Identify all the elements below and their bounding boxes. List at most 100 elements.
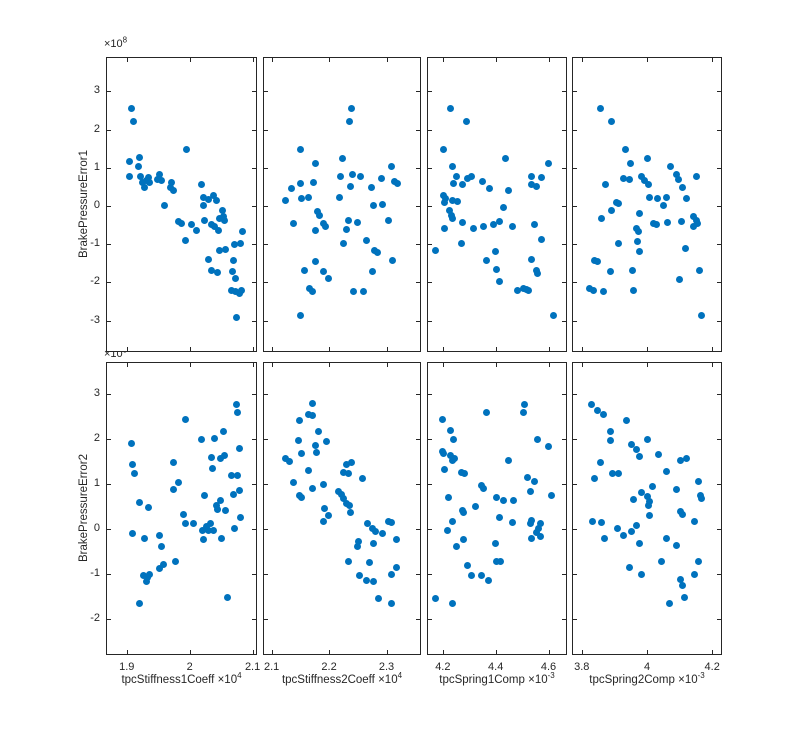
y-tick-mark — [416, 618, 420, 620]
x-tick-mark — [581, 363, 583, 367]
row1-exponent-label: ×108 — [104, 35, 128, 50]
scatter-point — [601, 535, 609, 543]
scatter-point — [344, 558, 352, 566]
scatter-point — [679, 582, 687, 590]
y-tick-mark — [562, 167, 566, 169]
x-tick-mark — [271, 650, 273, 654]
scatter-point — [501, 154, 509, 162]
y-tick-mark — [428, 244, 432, 246]
scatter-point — [636, 453, 644, 461]
scatter-point — [236, 240, 244, 248]
y-tick-label: -2 — [90, 275, 100, 288]
scatter-point — [528, 181, 536, 189]
x-tick-mark — [252, 363, 254, 367]
y-tick-mark — [264, 282, 268, 284]
scatter-point — [598, 214, 606, 222]
scatter-point — [431, 246, 439, 254]
scatter-point — [157, 543, 165, 551]
y-tick-mark — [428, 167, 432, 169]
scatter-point — [508, 519, 516, 527]
scatter-point — [228, 472, 236, 480]
subplot-r2c1 — [106, 362, 257, 655]
x-tick-mark — [252, 347, 254, 351]
x-tick-mark — [329, 650, 331, 654]
y-tick-mark — [107, 573, 111, 575]
x-tick-mark — [271, 58, 273, 62]
scatter-point — [199, 526, 207, 534]
x-tick-label: 4.2 — [435, 661, 451, 673]
scatter-point — [524, 286, 532, 294]
y-tick-mark — [428, 129, 432, 131]
y-tick-mark — [573, 167, 577, 169]
scatter-point — [646, 498, 654, 506]
scatter-point — [658, 557, 666, 565]
y-tick-mark — [717, 320, 721, 322]
y-tick-mark — [264, 483, 268, 485]
scatter-point — [179, 510, 187, 518]
scatter-point — [640, 176, 648, 184]
scatter-point — [627, 160, 635, 168]
subplot-r1c3 — [427, 57, 567, 352]
scatter-point — [460, 509, 468, 517]
y-tick-mark — [107, 528, 111, 530]
scatter-point — [136, 154, 144, 162]
scatter-point — [146, 179, 154, 187]
y-tick-mark — [428, 483, 432, 485]
scatter-point — [672, 542, 680, 550]
y-tick-mark — [107, 393, 111, 395]
scatter-point — [136, 498, 144, 506]
scatter-point — [677, 575, 685, 583]
scatter-point — [126, 173, 134, 181]
scatter-point — [495, 218, 503, 226]
scatter-point — [222, 245, 230, 253]
scatter-point — [207, 266, 215, 274]
scatter-point — [636, 248, 644, 256]
y-tick-mark — [562, 618, 566, 620]
scatter-point — [200, 536, 208, 544]
scatter-point — [320, 518, 328, 526]
x-tick-mark — [495, 347, 497, 351]
scatter-point — [509, 223, 517, 231]
subplot-r1c4 — [572, 57, 722, 352]
scatter-point — [691, 571, 699, 579]
scatter-point — [599, 410, 607, 418]
y-tick-mark — [562, 206, 566, 208]
y-tick-mark — [717, 282, 721, 284]
scatter-point — [447, 452, 455, 460]
y-tick-mark — [717, 438, 721, 440]
scatter-point — [527, 255, 535, 263]
scatter-point — [312, 160, 320, 168]
scatter-point — [622, 145, 630, 153]
scatter-point — [288, 184, 296, 192]
scatter-point — [200, 193, 208, 201]
scatter-point — [667, 163, 675, 171]
y-tick-mark — [252, 320, 256, 322]
scatter-point — [480, 484, 488, 492]
scatter-point — [537, 236, 545, 243]
scatter-point — [337, 173, 345, 181]
y-tick-label: 3 — [93, 84, 100, 97]
y-tick-mark — [428, 393, 432, 395]
scatter-point — [662, 535, 670, 543]
scatter-point — [652, 221, 660, 229]
scatter-point — [495, 513, 503, 521]
scatter-point — [230, 240, 238, 248]
scatter-point — [453, 198, 461, 206]
scatter-point — [593, 258, 601, 266]
y-tick-mark — [428, 91, 432, 93]
scatter-point — [342, 460, 350, 468]
scatter-point — [393, 180, 401, 188]
y-tick-mark — [264, 618, 268, 620]
y-tick-mark — [573, 528, 577, 530]
scatter-point — [461, 470, 469, 478]
scatter-point — [628, 528, 636, 536]
scatter-point — [608, 470, 616, 478]
scatter-point — [450, 180, 458, 188]
scatter-point — [212, 502, 220, 510]
subplot-r2c3 — [427, 362, 567, 655]
scatter-point — [452, 172, 460, 180]
scatter-point — [134, 163, 142, 171]
scatter-point — [314, 427, 322, 435]
scatter-point — [202, 523, 210, 531]
scatter-point — [638, 489, 646, 497]
